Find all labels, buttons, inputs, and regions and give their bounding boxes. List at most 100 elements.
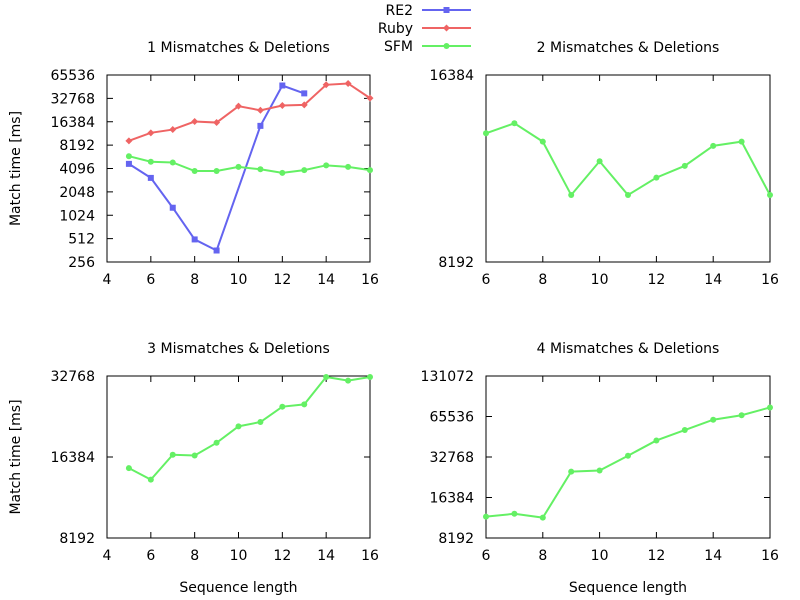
panel-title: 1 Mismatches & Deletions bbox=[147, 40, 330, 56]
plot-frame bbox=[485, 74, 771, 263]
y-tick-label: 2048 bbox=[59, 185, 95, 201]
chart-panels: 1 Mismatches & Deletions 4 6 8 10 12 14 16 256 51… bbox=[8, 40, 779, 596]
data-point-sfm bbox=[257, 166, 264, 173]
legend-label: Ruby bbox=[378, 21, 413, 37]
data-point-sfm bbox=[147, 476, 154, 483]
y-tick-label: 8192 bbox=[59, 531, 95, 547]
data-point-sfm bbox=[147, 158, 154, 165]
data-point-sfm bbox=[653, 437, 660, 444]
series-ruby bbox=[125, 79, 374, 145]
data-point-ruby bbox=[147, 129, 155, 137]
data-point-sfm bbox=[511, 120, 518, 127]
x-tick-label: 6 bbox=[146, 548, 155, 564]
y-tick-label: 8192 bbox=[438, 255, 474, 271]
x-axis-label: Sequence length bbox=[179, 580, 297, 596]
data-point-re2 bbox=[257, 122, 264, 129]
x-tick-label: 10 bbox=[230, 548, 248, 564]
x-tick-label: 14 bbox=[704, 272, 722, 288]
plot-frame bbox=[106, 375, 371, 539]
data-point-sfm bbox=[125, 153, 132, 160]
legend-marker bbox=[443, 24, 450, 32]
panel-1: 1 Mismatches & Deletions 4 6 8 10 12 14 16 256 51… bbox=[8, 40, 379, 288]
x-tick-label: 16 bbox=[361, 272, 379, 288]
y-tick-label: 32768 bbox=[429, 450, 474, 466]
data-point-sfm bbox=[301, 401, 308, 408]
data-point-sfm bbox=[539, 138, 546, 145]
data-point-sfm bbox=[625, 452, 631, 459]
data-point-sfm bbox=[279, 403, 286, 410]
data-point-ruby bbox=[191, 118, 199, 126]
series-line-sfm bbox=[485, 406, 771, 519]
data-point-re2 bbox=[169, 204, 176, 211]
legend-label: SFM bbox=[384, 39, 413, 55]
y-tick-label: 32768 bbox=[50, 91, 95, 107]
series-line-sfm bbox=[485, 122, 771, 197]
data-point-sfm bbox=[681, 162, 688, 169]
data-point-sfm bbox=[568, 468, 575, 475]
series-sfm bbox=[125, 153, 373, 176]
panel-4: 4 Mismatches & Deletions 6 8 10 12 14 16 8192 16… bbox=[421, 341, 779, 596]
x-tick-label: 12 bbox=[273, 272, 291, 288]
data-point-ruby bbox=[256, 106, 264, 114]
data-point-ruby bbox=[125, 137, 133, 145]
data-point-re2 bbox=[191, 236, 198, 243]
panel-2: 2 Mismatches & Deletions 6 8 10 12 14 16 8192 16… bbox=[429, 40, 779, 288]
data-point-re2 bbox=[301, 90, 308, 97]
x-tick-label: 14 bbox=[704, 548, 722, 564]
data-point-sfm bbox=[568, 192, 575, 199]
y-tick-label: 512 bbox=[68, 232, 95, 248]
data-point-sfm bbox=[235, 163, 242, 170]
y-tick-label: 8192 bbox=[59, 138, 95, 154]
data-point-sfm bbox=[767, 404, 773, 411]
data-point-sfm bbox=[213, 439, 220, 446]
data-point-ruby bbox=[344, 79, 352, 87]
x-tick-label: 8 bbox=[190, 548, 199, 564]
series-sfm bbox=[483, 120, 773, 199]
data-point-sfm bbox=[511, 510, 518, 517]
data-point-sfm bbox=[323, 373, 330, 380]
x-tick-label: 12 bbox=[647, 548, 665, 564]
x-tick-label: 12 bbox=[273, 548, 291, 564]
data-point-re2 bbox=[279, 82, 286, 89]
x-tick-label: 16 bbox=[761, 272, 779, 288]
data-point-sfm bbox=[483, 513, 489, 520]
y-tick-label: 4096 bbox=[59, 162, 95, 178]
data-point-sfm bbox=[191, 452, 198, 459]
data-point-sfm bbox=[681, 427, 688, 434]
data-point-sfm bbox=[653, 174, 660, 181]
y-tick-label: 131072 bbox=[421, 369, 474, 385]
data-point-sfm bbox=[235, 423, 242, 430]
x-tick-label: 16 bbox=[361, 548, 379, 564]
series-sfm bbox=[483, 404, 773, 521]
data-point-sfm bbox=[323, 162, 330, 169]
panel-title: 3 Mismatches & Deletions bbox=[147, 341, 330, 357]
panel-title: 4 Mismatches & Deletions bbox=[537, 341, 720, 357]
data-point-re2 bbox=[147, 174, 154, 181]
data-point-sfm bbox=[301, 167, 308, 174]
legend: RE2 Ruby SFM bbox=[378, 3, 471, 55]
y-tick-label: 65536 bbox=[429, 410, 474, 426]
x-tick-label: 8 bbox=[538, 548, 547, 564]
data-point-sfm bbox=[596, 158, 603, 165]
legend-entry-ruby: Ruby bbox=[378, 21, 471, 37]
data-point-sfm bbox=[213, 168, 220, 175]
x-tick-label: 6 bbox=[482, 272, 491, 288]
data-point-ruby bbox=[366, 94, 374, 102]
data-point-sfm bbox=[738, 138, 745, 145]
data-point-re2 bbox=[213, 247, 220, 254]
data-point-sfm bbox=[345, 377, 352, 384]
data-point-sfm bbox=[710, 142, 717, 149]
legend-entry-sfm: SFM bbox=[384, 39, 471, 55]
data-point-sfm bbox=[191, 168, 198, 175]
y-tick-label: 65536 bbox=[50, 68, 95, 84]
data-point-sfm bbox=[169, 159, 176, 166]
x-tick-label: 4 bbox=[103, 548, 112, 564]
series-line-ruby bbox=[128, 82, 371, 142]
x-tick-label: 14 bbox=[317, 272, 335, 288]
y-tick-label: 16384 bbox=[429, 491, 474, 507]
x-tick-label: 10 bbox=[591, 548, 609, 564]
y-tick-label: 8192 bbox=[438, 531, 474, 547]
data-point-sfm bbox=[367, 373, 373, 380]
data-point-re2 bbox=[125, 160, 132, 167]
y-axis-label: Match time [ms] bbox=[8, 399, 24, 514]
